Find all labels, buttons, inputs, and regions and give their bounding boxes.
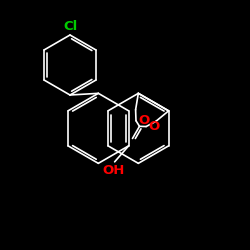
Text: O: O xyxy=(148,120,159,133)
Text: O: O xyxy=(138,114,149,127)
Text: Cl: Cl xyxy=(63,20,77,33)
Text: OH: OH xyxy=(102,164,125,177)
